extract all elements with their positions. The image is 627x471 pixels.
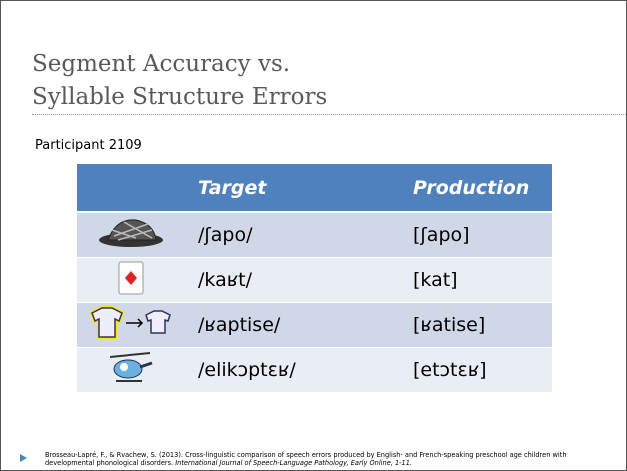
header-cell: Production xyxy=(383,164,552,213)
row: /kaʁt/ [kat] xyxy=(77,257,552,303)
participant-label: Participant 2109 xyxy=(35,138,142,153)
bullet xyxy=(20,454,27,462)
production-cell: [etɔtɛʁ] xyxy=(383,347,552,392)
target-cell: /elikɔptɛʁ/ xyxy=(184,347,383,392)
hat-icon xyxy=(98,218,163,247)
production-cell: [kat] xyxy=(383,257,552,303)
reference-source: International Journal of Speech-Language… xyxy=(175,459,413,467)
shirt-icon xyxy=(88,305,171,339)
header-row: Target Production xyxy=(77,164,552,213)
header-cell: Target xyxy=(184,164,383,213)
data-table: Target Production /ʃapo/ [ʃapo] /kaʁt/ [… xyxy=(77,164,552,392)
target-cell: /ʃapo/ xyxy=(184,211,383,258)
title-line: Segment Accuracy vs. xyxy=(32,51,291,77)
row: /elikɔptɛʁ/ [etɔtɛʁ] xyxy=(77,347,552,392)
reference: Brosseau-Lapré, F., & Rvachew, S. (2013)… xyxy=(45,451,615,467)
card-icon xyxy=(118,261,143,294)
production-cell: [ʁatise] xyxy=(383,302,552,348)
row: /ʁaptise/ [ʁatise] xyxy=(77,302,552,348)
target-cell: /kaʁt/ xyxy=(184,257,383,303)
reference-text: Brosseau-Lapré, F., & Rvachew, S. (2013)… xyxy=(45,451,567,467)
header-cell xyxy=(77,164,184,213)
icon-cell xyxy=(77,211,184,258)
title-rule xyxy=(32,114,626,115)
production-cell: [ʃapo] xyxy=(383,211,552,258)
title-line: Syllable Structure Errors xyxy=(32,84,328,110)
target-cell: /ʁaptise/ xyxy=(184,302,383,348)
helicopter-icon xyxy=(109,351,152,382)
icon-cell xyxy=(77,347,184,392)
icon-cell xyxy=(77,302,184,348)
icon-cell xyxy=(77,257,184,303)
row: /ʃapo/ [ʃapo] xyxy=(77,211,552,258)
